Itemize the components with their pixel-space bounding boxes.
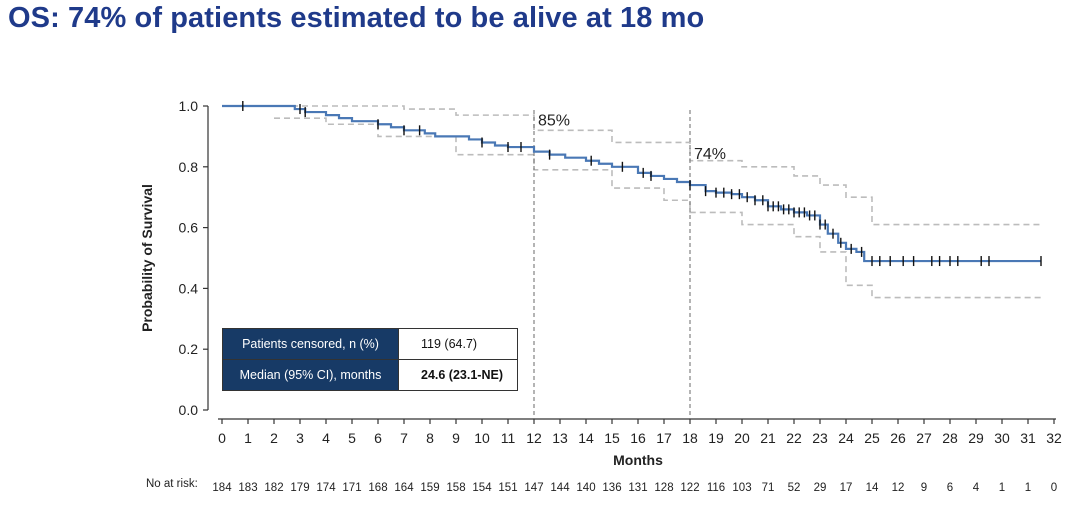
x-tick-label: 28 [942, 430, 958, 446]
risk-value: 4 [973, 482, 980, 494]
risk-value: 17 [840, 482, 853, 494]
reference-label-12: 85% [538, 113, 570, 130]
risk-value: 52 [788, 482, 801, 494]
risk-value: 14 [866, 482, 879, 494]
risk-table-group: 184 183 182 179 174 171 168 164 159 158 154 151 147 1… [212, 482, 1057, 494]
risk-value: 29 [814, 482, 827, 494]
y-tick-label: 0.0 [179, 402, 199, 418]
summary-table: Patients censored, n (%) 119 (64.7) Medi… [222, 328, 518, 391]
x-tick-label: 16 [630, 430, 646, 446]
x-axis-title: Months [613, 452, 663, 468]
risk-value: 9 [921, 482, 927, 494]
risk-value: 159 [420, 482, 439, 494]
summary-value: 24.6 (23.1-NE) [421, 368, 503, 382]
x-tick-label: 22 [786, 430, 802, 446]
y-tick-label: 1.0 [179, 98, 199, 114]
risk-value: 171 [342, 482, 361, 494]
risk-value: 184 [212, 482, 232, 494]
x-tick-label: 24 [838, 430, 854, 446]
x-tick-label: 2 [270, 430, 278, 446]
y-tick-label: 0.2 [179, 341, 199, 357]
confidence-interval-group [222, 105, 1041, 299]
y-tick-label: 0.6 [179, 220, 199, 236]
x-tick-label: 31 [1020, 430, 1036, 446]
summary-row-censored: Patients censored, n (%) 119 (64.7) [223, 329, 517, 360]
x-tick-label: 13 [552, 430, 568, 446]
x-tick-label: 30 [994, 430, 1010, 446]
x-tick-label: 11 [501, 430, 516, 446]
risk-value: 116 [707, 482, 725, 494]
x-tick-label: 19 [708, 430, 724, 446]
y-tick-label: 0.8 [179, 159, 199, 175]
x-tick-label: 25 [864, 430, 880, 446]
risk-value: 0 [1051, 482, 1057, 494]
survival-curve [222, 104, 1041, 263]
ci-upper-line [222, 105, 1041, 226]
x-tick-label: 4 [322, 430, 330, 446]
summary-value: 119 (64.7) [421, 337, 478, 351]
risk-value: 1 [999, 482, 1005, 494]
reference-lines-group: 85% 74% [533, 110, 726, 419]
chart-title: OS: 74% of patients estimated to be aliv… [8, 2, 705, 34]
risk-value: 183 [238, 482, 257, 494]
risk-value: 103 [732, 482, 751, 494]
x-tick-label: 5 [348, 430, 356, 446]
x-tick-label: 14 [578, 430, 594, 446]
risk-value: 122 [680, 482, 699, 494]
risk-value: 136 [602, 482, 621, 494]
x-tick-label: 27 [916, 430, 932, 446]
risk-value: 140 [576, 482, 595, 494]
y-tick-label: 0.4 [179, 280, 199, 296]
x-tick-label: 20 [734, 430, 750, 446]
risk-value: 12 [892, 482, 905, 494]
risk-value: 147 [524, 482, 543, 494]
risk-value: 174 [316, 482, 336, 494]
x-tick-label: 1 [244, 430, 252, 446]
axes-group: 0.00.20.40.60.81.00 1 2 3 4 5 6 7 8 9 10 11 12 13 14 15… [139, 98, 1062, 468]
risk-value: 71 [762, 482, 775, 494]
x-tick-label: 7 [400, 430, 408, 446]
x-tick-label: 23 [812, 430, 828, 446]
summary-label: Median (95% CI), months [223, 360, 399, 390]
x-tick-label: 0 [218, 430, 226, 446]
x-tick-label: 15 [604, 430, 620, 446]
risk-value: 144 [550, 482, 570, 494]
risk-value: 158 [446, 482, 465, 494]
survival-curve-group [222, 104, 1041, 263]
reference-label-18: 74% [694, 146, 726, 163]
x-tick-label: 32 [1046, 430, 1062, 446]
y-axis-title: Probability of Survival [139, 184, 155, 332]
x-tick-label: 8 [426, 430, 434, 446]
risk-value: 128 [654, 482, 673, 494]
x-tick-label: 26 [890, 430, 906, 446]
x-tick-label: 6 [374, 430, 382, 446]
risk-value: 154 [472, 482, 492, 494]
x-tick-label: 12 [526, 430, 542, 446]
risk-value: 182 [264, 482, 283, 494]
ci-lower-line [274, 117, 1041, 299]
risk-value: 1 [1025, 482, 1031, 494]
risk-value: 131 [628, 482, 647, 494]
censor-marks-group [242, 101, 1042, 267]
summary-label: Patients censored, n (%) [223, 329, 399, 359]
risk-value: 6 [947, 482, 953, 494]
risk-value: 179 [290, 482, 309, 494]
x-tick-label: 29 [968, 430, 984, 446]
x-tick-label: 3 [296, 430, 304, 446]
risk-value: 164 [394, 482, 414, 494]
risk-table-label: No at risk: [146, 478, 198, 490]
summary-row-median: Median (95% CI), months 24.6 (23.1-NE) [223, 360, 517, 390]
risk-value: 151 [498, 482, 517, 494]
x-tick-label: 18 [682, 430, 698, 446]
x-tick-label: 21 [760, 430, 776, 446]
x-tick-label: 9 [452, 430, 460, 446]
risk-value: 168 [368, 482, 387, 494]
x-tick-label: 10 [474, 430, 490, 446]
x-tick-label: 17 [656, 430, 672, 446]
